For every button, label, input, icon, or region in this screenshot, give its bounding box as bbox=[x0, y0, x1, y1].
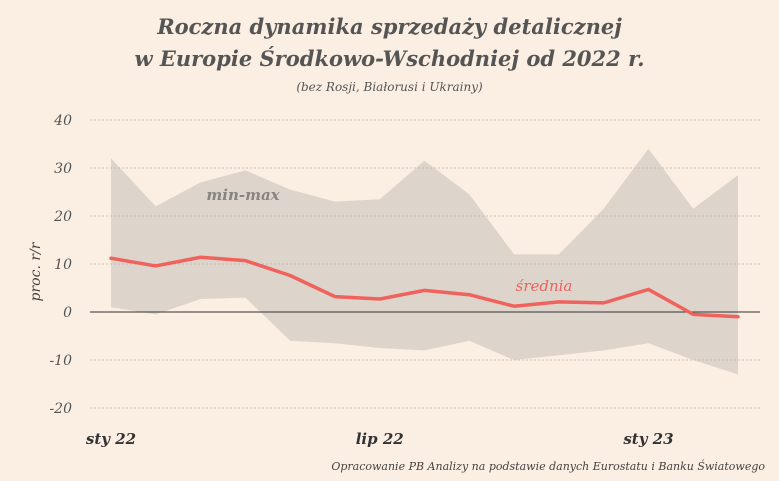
mean-line bbox=[109, 255, 740, 319]
y-tick-label: -20 bbox=[49, 401, 72, 417]
y-tick-label: 30 bbox=[54, 161, 72, 177]
y-axis-label: proc. r/r bbox=[28, 241, 44, 301]
source-note: Opracowanie PB Analizy na podstawie dany… bbox=[331, 460, 765, 473]
y-tick-label: 10 bbox=[54, 257, 72, 273]
y-tick-label: 20 bbox=[53, 209, 72, 225]
y-tick-label: -10 bbox=[49, 353, 72, 369]
series-label: średnia bbox=[516, 277, 573, 295]
y-tick-label: 0 bbox=[63, 305, 72, 321]
chart-subtitle: (bez Rosji, Białorusi i Ukrainy) bbox=[296, 80, 483, 94]
y-tick-label: 40 bbox=[53, 113, 72, 129]
chart-title-line1: Roczna dynamika sprzedaży detalicznej bbox=[157, 14, 622, 39]
x-tick-label: lip 22 bbox=[356, 430, 404, 448]
x-tick-label: sty 23 bbox=[623, 430, 673, 448]
chart-title-line2: w Europie Środkowo-Wschodniej od 2022 r. bbox=[134, 46, 645, 71]
x-tick-label: sty 22 bbox=[86, 430, 136, 448]
min-max-band bbox=[111, 148, 738, 375]
band-label: min-max bbox=[206, 186, 280, 204]
